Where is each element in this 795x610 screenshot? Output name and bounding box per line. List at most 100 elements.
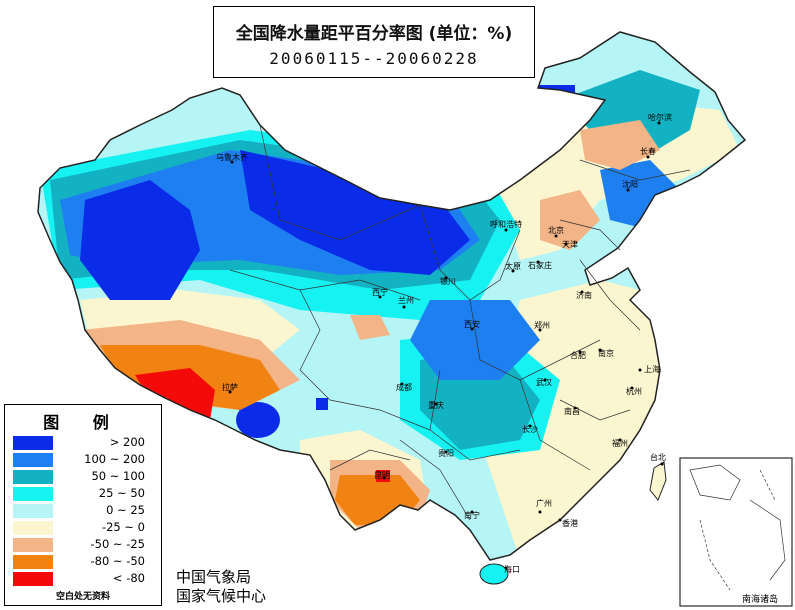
city-label-shijiazhuang: 石家庄 <box>528 260 552 270</box>
city-dot-hongkong <box>558 518 562 522</box>
zone-gt200-xinjiang-west <box>80 180 200 300</box>
legend-label: 0 ~ 25 <box>106 503 145 517</box>
city-dot-beijing <box>554 234 558 238</box>
city-label-taiyuan: 太原 <box>505 261 521 271</box>
city-dot-shenyang <box>626 188 630 192</box>
legend-item: -80 ~ -50 <box>13 554 159 570</box>
city-label-chongqing: 重庆 <box>428 400 444 410</box>
city-label-beijing: 北京 <box>548 225 564 235</box>
legend-footnote: 空白处无资料 <box>55 592 110 602</box>
city-dot-xining <box>378 295 382 299</box>
city-dot-harbin <box>657 121 661 125</box>
city-label-taipei: 台北 <box>650 452 666 462</box>
agency-cma: 中国气象局 <box>176 568 252 586</box>
zone-100-200-central <box>410 300 540 380</box>
city-dot-nanchang <box>573 406 577 410</box>
city-dot-taipei <box>660 462 664 466</box>
legend: 图 例 > 200 100 ~ 200 50 ~ 100 25 ~ 50 0 ~ 25 -… <box>4 404 162 606</box>
legend-item: > 200 <box>13 435 159 451</box>
zone-gt200-xinjiang-east <box>240 150 470 275</box>
city-label-harbin: 哈尔滨 <box>648 112 672 122</box>
city-label-hohhot: 呼和浩特 <box>490 219 522 229</box>
legend-swatch <box>13 504 53 518</box>
city-label-hefei: 合肥 <box>570 350 586 360</box>
city-markers: 哈尔滨 长春 沈阳 北京 天津 石家庄 太原 济南 呼和浩特 银川 兰州 西宁 … <box>216 112 672 574</box>
legend-swatch <box>13 555 53 569</box>
hainan-island <box>479 563 509 585</box>
city-label-jinan: 济南 <box>576 290 592 300</box>
legend-swatch <box>13 453 53 467</box>
city-dot-lanzhou <box>402 305 406 309</box>
legend-item: -50 ~ -25 <box>13 537 159 553</box>
city-label-guangzhou: 广州 <box>536 498 552 508</box>
city-label-kunming: 昆明 <box>374 471 390 480</box>
south-china-sea-inset <box>679 457 793 607</box>
city-dot-hangzhou <box>630 386 634 390</box>
city-dot-xian <box>470 327 474 331</box>
city-label-xining: 西宁 <box>372 287 388 297</box>
city-dot-yinchuan <box>444 276 448 280</box>
city-dot-fuzhou <box>618 438 622 442</box>
legend-label: < -80 <box>112 571 145 585</box>
city-dot-shijiazhuang <box>536 260 540 264</box>
city-label-chengdu: 成都 <box>396 382 412 392</box>
legend-label: 25 ~ 50 <box>98 486 145 500</box>
city-dot-haikou <box>504 566 508 570</box>
city-dot-changsha <box>528 424 532 428</box>
legend-swatch <box>13 538 53 552</box>
legend-item: -25 ~ 0 <box>13 520 159 536</box>
zone-neg50-neg25-northeast <box>580 120 660 170</box>
city-label-nanjing: 南京 <box>598 348 614 358</box>
city-dot-zhengzhou <box>538 328 542 332</box>
city-label-tianjin: 天津 <box>562 239 578 249</box>
legend-label: -25 ~ 0 <box>101 520 145 534</box>
city-label-changsha: 长沙 <box>522 424 538 434</box>
city-dot-hefei <box>578 350 582 354</box>
legend-item: 25 ~ 50 <box>13 486 159 502</box>
city-label-hongkong: 香港 <box>562 518 578 528</box>
city-dot-kunming <box>382 476 386 480</box>
legend-swatch <box>13 487 53 501</box>
inset-label: 南海诸岛 <box>742 592 779 605</box>
city-label-changchun: 长春 <box>640 146 656 156</box>
city-label-xian: 西安 <box>464 319 480 329</box>
legend-label: -80 ~ -50 <box>90 554 145 568</box>
city-dot-guiyang <box>444 450 448 454</box>
legend-label: -50 ~ -25 <box>90 537 145 551</box>
legend-heading: 图 例 <box>43 413 123 432</box>
city-dot-shanghai <box>638 368 642 372</box>
zone-gt200-sichuan <box>316 398 328 410</box>
city-dot-chengdu <box>400 382 404 386</box>
city-dot-chongqing <box>434 402 438 406</box>
city-label-shenyang: 沈阳 <box>622 179 638 189</box>
city-label-zhengzhou: 郑州 <box>534 320 550 330</box>
city-label-urumqi: 乌鲁木齐 <box>216 152 248 162</box>
legend-item: 50 ~ 100 <box>13 469 159 485</box>
title-box: 全国降水量距平百分率图 (单位：%) 20060115--20060228 <box>213 6 535 78</box>
zone-lt-neg80-yunnan <box>376 470 390 482</box>
city-dot-nanning <box>470 510 474 514</box>
legend-item: < -80 <box>13 571 159 587</box>
city-label-hangzhou: 杭州 <box>626 386 642 396</box>
city-dot-nanjing <box>598 348 602 352</box>
legend-label: > 200 <box>109 435 145 449</box>
legend-swatch <box>13 436 53 450</box>
province-borders <box>229 124 691 521</box>
city-dot-tianjin <box>564 242 568 246</box>
city-label-nanchang: 南昌 <box>564 406 580 416</box>
legend-item: 0 ~ 25 <box>13 503 159 519</box>
city-dot-guangzhou <box>538 510 542 514</box>
city-label-lanzhou: 兰州 <box>398 295 414 305</box>
city-dot-urumqi <box>230 160 234 164</box>
city-dot-taiyuan <box>511 269 515 273</box>
legend-swatch <box>13 572 53 586</box>
city-label-fuzhou: 福州 <box>612 439 628 448</box>
zone-lt-neg80-tibet <box>135 368 215 420</box>
zone-50-100-northeast <box>560 70 700 160</box>
zone-neg50-neg25-qinghai <box>350 315 390 340</box>
city-dot-changchun <box>646 155 650 159</box>
city-label-guiyang: 贵阳 <box>438 448 454 458</box>
legend-swatch <box>13 470 53 484</box>
city-label-nanning: 南宁 <box>464 510 480 520</box>
legend-item: 100 ~ 200 <box>13 452 159 468</box>
